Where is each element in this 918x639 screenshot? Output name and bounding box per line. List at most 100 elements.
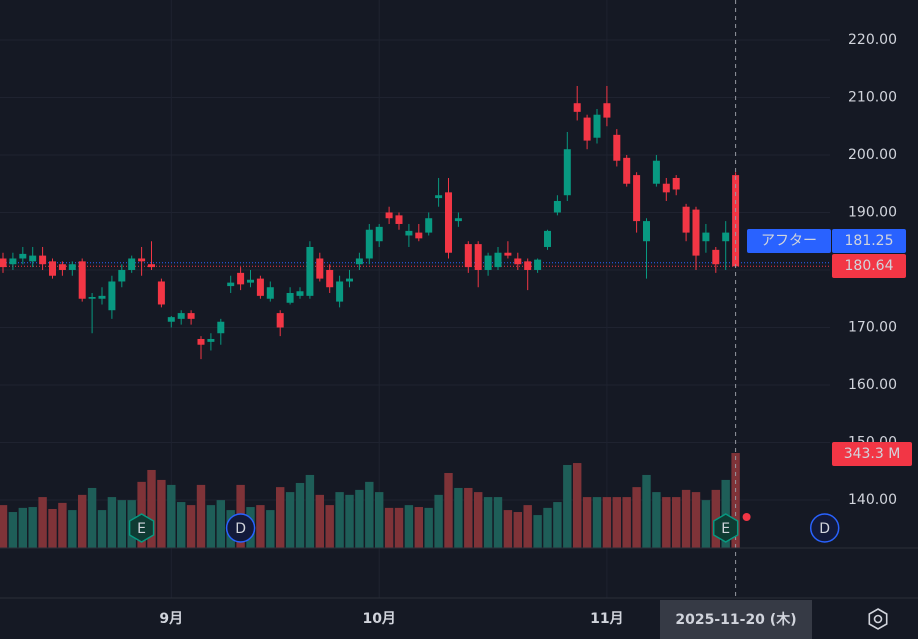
after-hours-price: 181.25 <box>845 233 894 249</box>
alert-dot <box>742 513 751 521</box>
candle-body <box>306 246 314 296</box>
volume-bar <box>295 482 305 548</box>
candle-body <box>78 261 86 299</box>
volume-bar <box>375 492 384 548</box>
earnings-marker <box>712 513 739 543</box>
volume-bar <box>642 474 651 548</box>
volume-bar <box>167 484 176 548</box>
candle-body <box>276 313 284 328</box>
volume-bar <box>48 508 57 548</box>
volume-bar <box>602 497 612 548</box>
candle-body <box>563 149 571 196</box>
candle-body <box>672 177 680 190</box>
candle-body <box>29 255 37 262</box>
candle-body <box>425 218 433 233</box>
candle-body <box>633 175 641 222</box>
candle-body <box>732 175 740 267</box>
candle-body <box>157 281 165 305</box>
candle-body <box>712 249 720 265</box>
candle-body <box>118 269 126 282</box>
volume-bar <box>622 497 631 548</box>
x-tick-label: 9月 <box>159 611 183 627</box>
volume-bar <box>454 487 463 548</box>
volume-bar <box>117 500 126 548</box>
volume-bar <box>404 505 414 548</box>
candle-body <box>336 281 344 302</box>
candle-body <box>286 292 294 303</box>
volume-bar <box>78 494 87 548</box>
candle-body <box>355 258 363 265</box>
candle-body <box>58 264 66 270</box>
volume-bar <box>424 507 433 548</box>
candle-body <box>494 252 502 268</box>
candle-body <box>39 255 47 265</box>
volume-bar <box>464 487 473 548</box>
candle-body <box>247 279 254 283</box>
volume-bar <box>355 489 364 548</box>
volume-bar <box>28 507 37 548</box>
volume-bar <box>206 505 216 548</box>
candle-body <box>652 160 660 184</box>
y-tick-label: 200.00 <box>848 147 897 163</box>
volume-bar <box>216 500 225 548</box>
earnings-marker <box>128 513 155 543</box>
candle-body <box>167 317 175 322</box>
volume-bar <box>503 510 513 548</box>
candle-body <box>484 255 492 270</box>
volume-bar <box>592 497 602 548</box>
volume-badge <box>832 442 912 466</box>
candle-body <box>593 114 601 138</box>
candle-body <box>0 258 7 268</box>
candle-body <box>326 269 334 288</box>
after-hours-price-badge <box>832 229 906 253</box>
after-hours-badge <box>747 229 831 253</box>
volume-bar <box>157 479 166 548</box>
volume-bar <box>107 497 117 548</box>
candle-body <box>19 253 27 259</box>
candle-body <box>623 157 631 184</box>
volume-bar <box>483 497 493 548</box>
event-label: E <box>721 521 730 537</box>
candle-body <box>217 321 225 334</box>
y-tick-label: 140.00 <box>848 492 897 508</box>
volume-bar <box>414 507 423 548</box>
volume-bar <box>681 489 691 548</box>
volume-bar <box>652 492 661 548</box>
volume-bar <box>147 469 156 548</box>
candle-body <box>514 258 522 265</box>
volume-bar <box>573 463 582 548</box>
candle-body <box>544 230 551 247</box>
candle-body <box>227 282 235 287</box>
candle-body <box>385 212 393 219</box>
volume-bar <box>68 510 77 548</box>
volume-bar <box>444 473 453 548</box>
volume-bar <box>394 507 404 548</box>
candle-body <box>445 192 452 253</box>
volume-bar <box>582 497 592 548</box>
last-price: 180.64 <box>845 258 894 274</box>
after-hours-label: アフター <box>761 233 817 249</box>
candle-body <box>474 244 482 270</box>
volume-bar <box>8 512 18 548</box>
candle-body <box>365 229 373 259</box>
volume-bar <box>186 505 196 548</box>
candle-body <box>68 264 76 270</box>
volume-bar <box>612 497 621 548</box>
dividend-marker <box>225 513 256 543</box>
volume-bar <box>305 474 315 548</box>
volume-bar <box>325 505 334 548</box>
candle-body <box>573 103 581 112</box>
date-label: 2025-11-20 (木) <box>675 611 796 628</box>
volume-bar <box>513 512 522 548</box>
volume-bar <box>563 464 572 548</box>
settings-icon[interactable] <box>868 608 888 630</box>
volume-bar <box>285 492 295 548</box>
y-tick-label: 160.00 <box>848 377 897 393</box>
candle-body <box>266 287 274 299</box>
volume-bar <box>345 494 354 548</box>
volume-bar <box>0 505 8 548</box>
volume-bar <box>493 497 503 548</box>
candle-body <box>643 221 650 242</box>
